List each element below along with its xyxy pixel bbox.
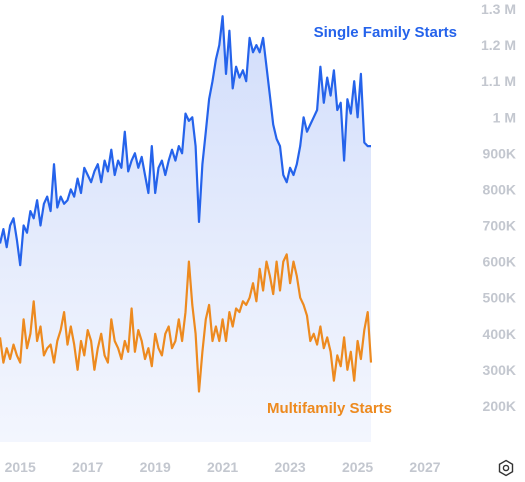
- y-tick-label: 500K: [483, 290, 516, 306]
- y-tick-label: 1 M: [493, 109, 516, 125]
- y-tick-label: 300K: [483, 362, 516, 378]
- x-tick-label: 2019: [140, 459, 171, 475]
- y-tick-label: 1.2 M: [481, 37, 516, 53]
- x-tick-label: 2017: [72, 459, 103, 475]
- single-family-area: [0, 16, 371, 442]
- x-tick-label: 2023: [275, 459, 306, 475]
- y-tick-label: 1.3 M: [481, 1, 516, 17]
- area-layer: [0, 16, 371, 442]
- single-family-line[interactable]: [0, 15, 371, 267]
- y-tick-label: 600K: [483, 254, 516, 270]
- y-tick-label: 700K: [483, 218, 516, 234]
- x-tick-label: 2025: [342, 459, 373, 475]
- y-tick-label: 400K: [483, 326, 516, 342]
- y-tick-label: 800K: [483, 181, 516, 197]
- settings-button[interactable]: [497, 459, 515, 477]
- y-tick-label: 1.1 M: [481, 73, 516, 89]
- line-layer: [0, 15, 373, 393]
- y-tick-label: 200K: [483, 398, 516, 414]
- series-label-multifamily: Multifamily Starts: [267, 400, 392, 417]
- x-tick-label: 2021: [207, 459, 238, 475]
- y-tick-label: 900K: [483, 145, 516, 161]
- x-tick-label: 2027: [409, 459, 440, 475]
- series-label-single-family: Single Family Starts: [314, 24, 457, 41]
- multifamily-line[interactable]: [0, 253, 373, 393]
- settings-icon: [498, 459, 514, 477]
- x-tick-label: 2015: [5, 459, 36, 475]
- x-axis-ticks: 2015 2017 2019 2021 2023 2025 2027: [5, 459, 441, 475]
- y-axis-ticks: 200K 300K 400K 500K 600K 700K 800K 900K 1 M 1.1 M…: [481, 1, 516, 414]
